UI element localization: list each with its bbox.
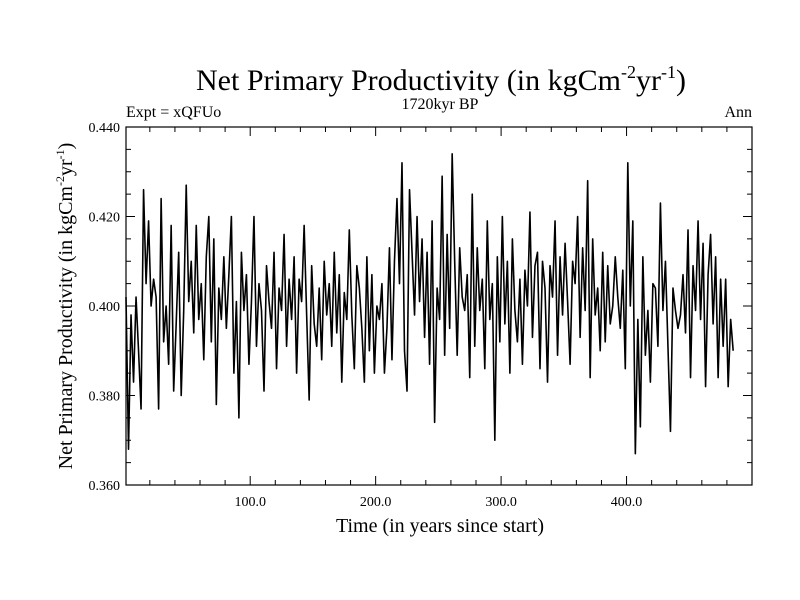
axis-tick-labels: 100.0 200.0 300.0 400.0 0.360 0.380 0.400 0.420…	[89, 121, 643, 510]
series-layer	[125, 153, 734, 455]
x-tick-label: 400.0	[611, 495, 643, 510]
ylabel-mid: yr	[55, 159, 77, 176]
x-tick-label: 100.0	[234, 495, 266, 510]
chart-title: Net Primary Productivity (in kgCm-2yr-1)	[196, 62, 686, 97]
y-tick-label: 0.360	[89, 479, 121, 494]
x-axis-label: Time (in years since start)	[336, 515, 544, 537]
x-tick-label: 300.0	[485, 495, 517, 510]
title-mid: yr	[636, 64, 661, 97]
x-tick-label: 200.0	[360, 495, 392, 510]
y-tick-label: 0.420	[89, 211, 121, 226]
title-main: Net Primary Productivity (in kgCm	[196, 64, 621, 97]
y-tick-label: 0.380	[89, 390, 121, 405]
title-sup-1: -2	[621, 62, 636, 82]
axis-ticks	[126, 126, 752, 486]
plot-frame	[125, 126, 753, 486]
ylabel-end: )	[55, 143, 77, 150]
y-tick-label: 0.440	[89, 121, 121, 136]
series-line-npp	[125, 153, 734, 455]
y-axis-label: Net Primary Productivity (in kgCm-2yr-1)	[53, 143, 77, 470]
subtitle-center: 1720kyr BP	[402, 96, 479, 113]
ylabel-sup-2: -1	[53, 149, 67, 159]
y-tick-label: 0.400	[89, 300, 121, 315]
subtitle-left: Expt = xQFUo	[126, 104, 221, 121]
ylabel-sup-1: -2	[53, 176, 67, 186]
title-sup-2: -1	[661, 62, 676, 82]
title-end: )	[676, 64, 686, 97]
ylabel-main: Net Primary Productivity (in kgCm	[55, 186, 77, 470]
subtitle-right: Ann	[724, 104, 752, 121]
